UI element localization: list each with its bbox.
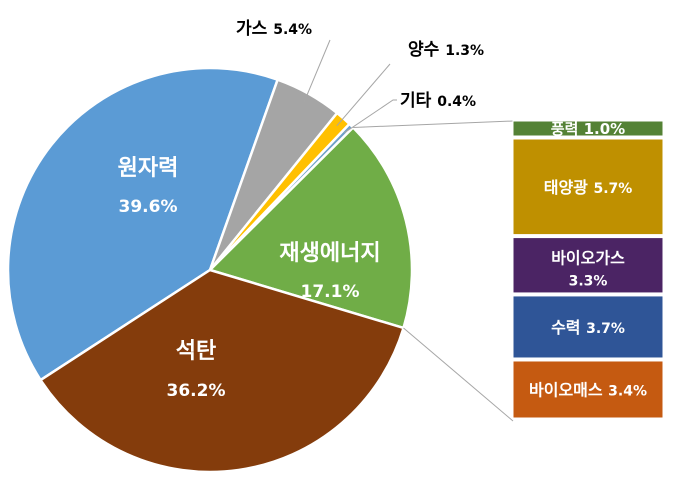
label-slice-5: 재생에너지 (279, 241, 380, 266)
leader-slice-4 (344, 99, 397, 134)
breakdown-item-5: 바이오매스 3.4% (529, 380, 647, 399)
breakdown-value-2: 5.7% (593, 181, 632, 197)
leader-slice-3 (336, 63, 391, 127)
breakdown-value-4: 3.7% (586, 321, 625, 337)
breakdown-bar-3 (512, 237, 664, 294)
breakdown-label-5: 바이오매스 (529, 380, 608, 399)
label-slice-4: 기타 (400, 91, 437, 111)
pie-slice-1 (6, 66, 280, 382)
value-slice-6: 36.2% (167, 381, 226, 401)
chart-labels: 원자력 39.6% 재생에너지 17.1% 석탄 36.2% 가스 5.4% 양수 1.3% 기… (118, 19, 647, 401)
breakdown-label-1: 풍력 1.0% (551, 120, 625, 138)
value-slice-5: 17.1% (301, 282, 360, 302)
callout-slice-2: 가스 5.4% (236, 19, 312, 39)
breakdown-bars (512, 120, 664, 419)
label-slice-3: 양수 (408, 40, 445, 60)
breakdown-bar-5 (512, 360, 664, 419)
breakdown-value-3: 3.3% (569, 273, 608, 289)
label-slice-6: 석탄 (176, 339, 216, 364)
breakdown-label-2: 태양광 (544, 178, 594, 197)
value-slice-2: 5.4% (273, 22, 312, 38)
pie-slice-5 (207, 125, 414, 330)
connector-bottom (403, 327, 514, 422)
callout-slice-4: 기타 0.4% (400, 91, 476, 111)
connector-top (353, 120, 514, 128)
breakdown-item-2: 태양광 5.7% (544, 178, 633, 197)
value-slice-3: 1.3% (445, 43, 484, 59)
label-slice-1: 원자력 (118, 156, 179, 181)
breakdown-label-4: 수력 (551, 318, 586, 337)
leader-lines (303, 39, 514, 422)
leader-slice-2 (303, 39, 331, 103)
callout-slice-3: 양수 1.3% (408, 40, 484, 60)
pie-slices (6, 66, 414, 474)
breakdown-bar-4 (512, 295, 664, 359)
pie-slice-6 (38, 268, 406, 474)
breakdown-item-4: 수력 3.7% (551, 318, 625, 337)
breakdown-value-5: 3.4% (608, 383, 647, 399)
breakdown-bar-2 (512, 138, 664, 236)
label-slice-2: 가스 (236, 19, 273, 39)
value-slice-4: 0.4% (437, 94, 476, 110)
breakdown-bar-1 (512, 120, 664, 137)
breakdown-label-3: 바이오가스 (551, 248, 625, 267)
value-slice-1: 39.6% (119, 197, 178, 217)
